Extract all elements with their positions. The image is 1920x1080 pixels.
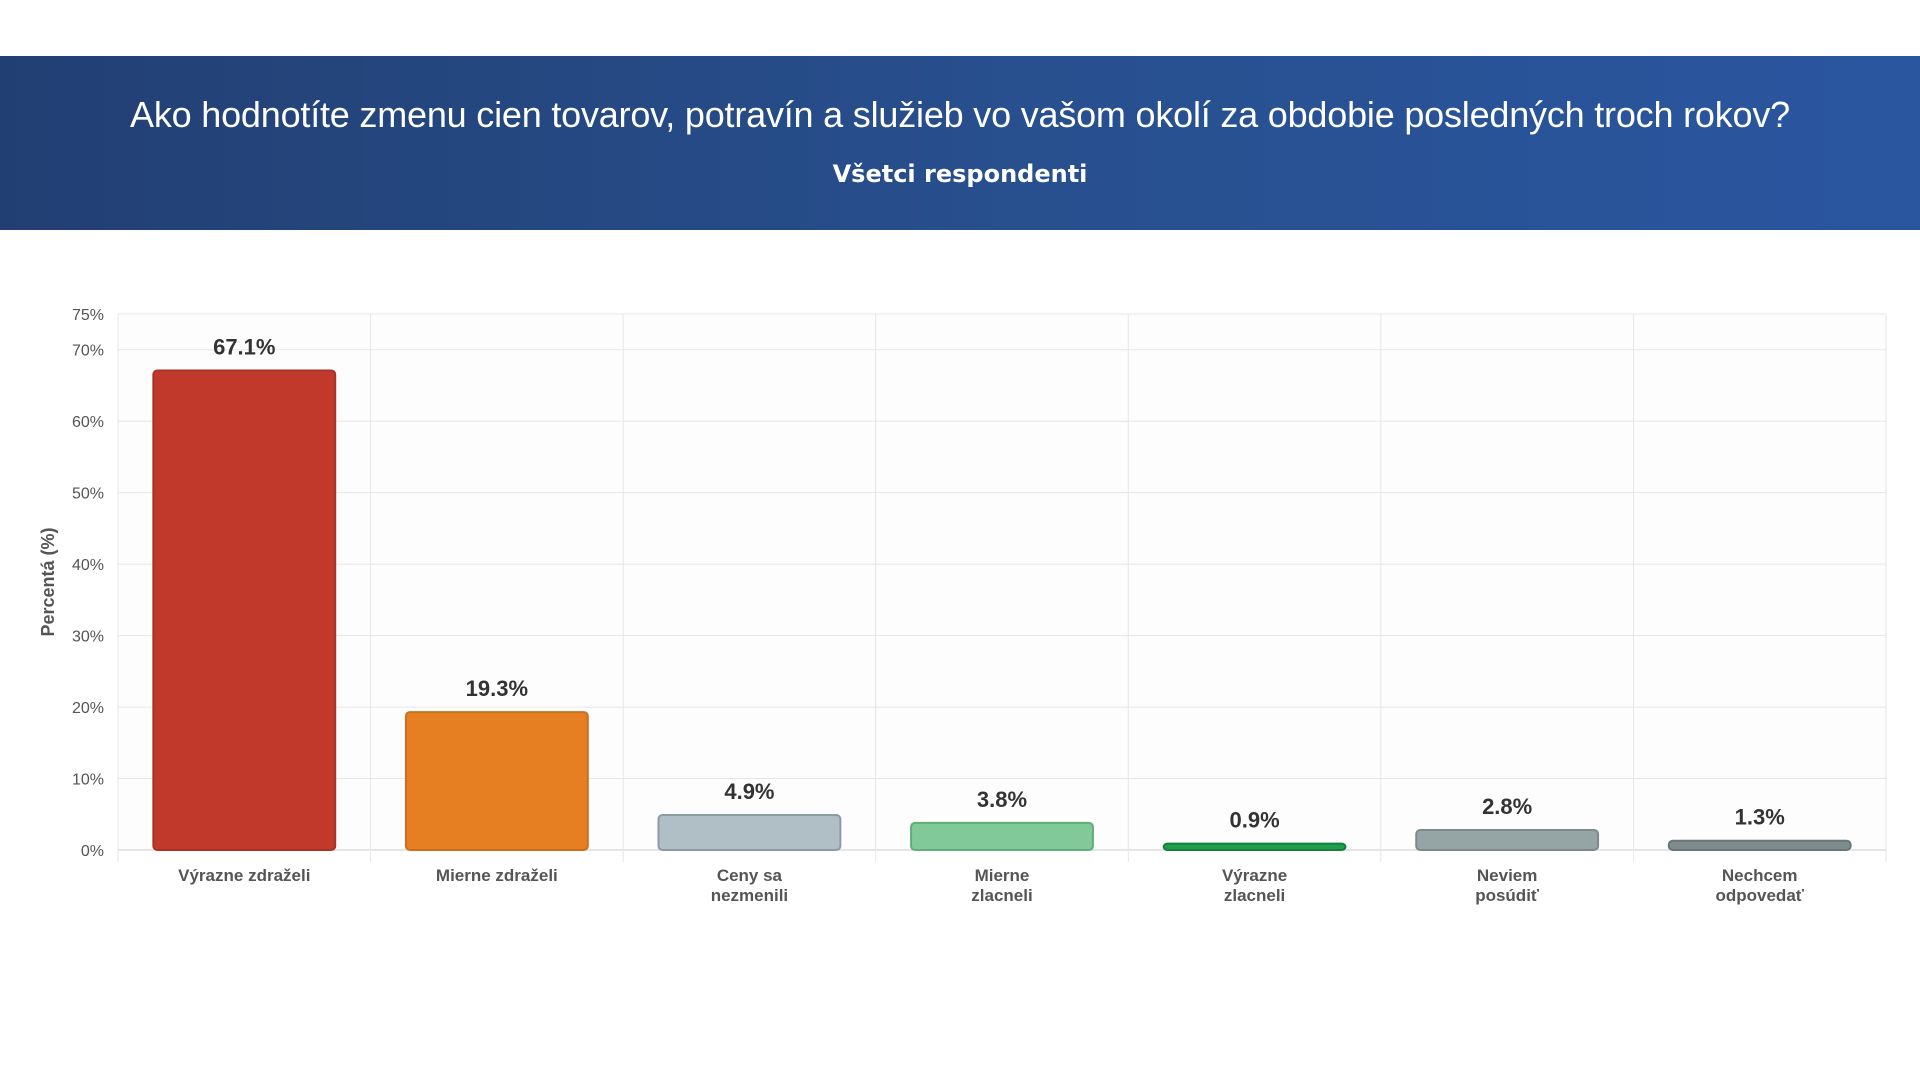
bar (1667, 839, 1852, 852)
bar (1415, 828, 1600, 851)
x-tick-label: nezmenili (711, 886, 788, 905)
y-tick-label: 0% (81, 843, 104, 860)
x-tick-label: Nechcem (1722, 866, 1798, 885)
x-tick-label: Výrazne (1222, 866, 1287, 885)
bar-value-label: 0.9% (1229, 808, 1279, 833)
x-tick-label: odpovedať (1715, 886, 1804, 905)
chart-title: Ako hodnotíte zmenu cien tovarov, potrav… (130, 94, 1790, 135)
x-tick-label: zlacneli (1224, 886, 1285, 905)
bar-value-label: 1.3% (1735, 805, 1785, 830)
plot-area (118, 314, 1886, 850)
y-axis-label: Percentá (%) (38, 527, 58, 636)
y-tick-label: 30% (72, 629, 104, 646)
bar-value-label: 4.9% (724, 779, 774, 804)
y-tick-label: 50% (72, 486, 104, 503)
chart-header-banner: Ako hodnotíte zmenu cien tovarov, potrav… (0, 56, 1920, 230)
x-tick-label: Mierne (975, 866, 1030, 885)
bar-value-label: 67.1% (213, 334, 275, 359)
bar (657, 813, 842, 851)
chart-subtitle: Všetci respondenti (832, 160, 1088, 188)
bar (152, 369, 337, 851)
bar-value-label: 19.3% (466, 676, 528, 701)
y-tick-label: 70% (72, 343, 104, 360)
x-axis-labels: Výrazne zdraželi Mierne zdraželi Ceny sane… (178, 866, 1805, 905)
x-tick-label: Výrazne zdraželi (178, 866, 310, 885)
x-tick-label: Mierne zdraželi (436, 866, 558, 885)
bar (910, 821, 1094, 851)
y-tick-label: 20% (72, 700, 104, 717)
x-tick-label: posúdiť (1475, 886, 1540, 905)
y-tick-label: 40% (72, 557, 104, 574)
x-tick-label: Neviem (1477, 866, 1537, 885)
y-tick-label: 75% (72, 307, 104, 324)
bar-value-label: 2.8% (1482, 794, 1532, 819)
bar-value-label: 3.8% (977, 787, 1027, 812)
y-tick-label: 60% (72, 414, 104, 431)
y-axis-ticks: 0% 10% 20% 30% 40% 50% 60% 70% 75% (72, 307, 104, 860)
x-tick-label: zlacneli (971, 886, 1032, 905)
value-labels: 67.1% 19.3% 4.9% 3.8% 0.9% 2.8% 1.3% (213, 334, 1785, 832)
x-tick-label: Ceny sa (717, 866, 783, 885)
bar (1162, 842, 1347, 851)
bar (404, 711, 589, 851)
y-tick-label: 10% (72, 772, 104, 789)
bars (152, 369, 1852, 852)
